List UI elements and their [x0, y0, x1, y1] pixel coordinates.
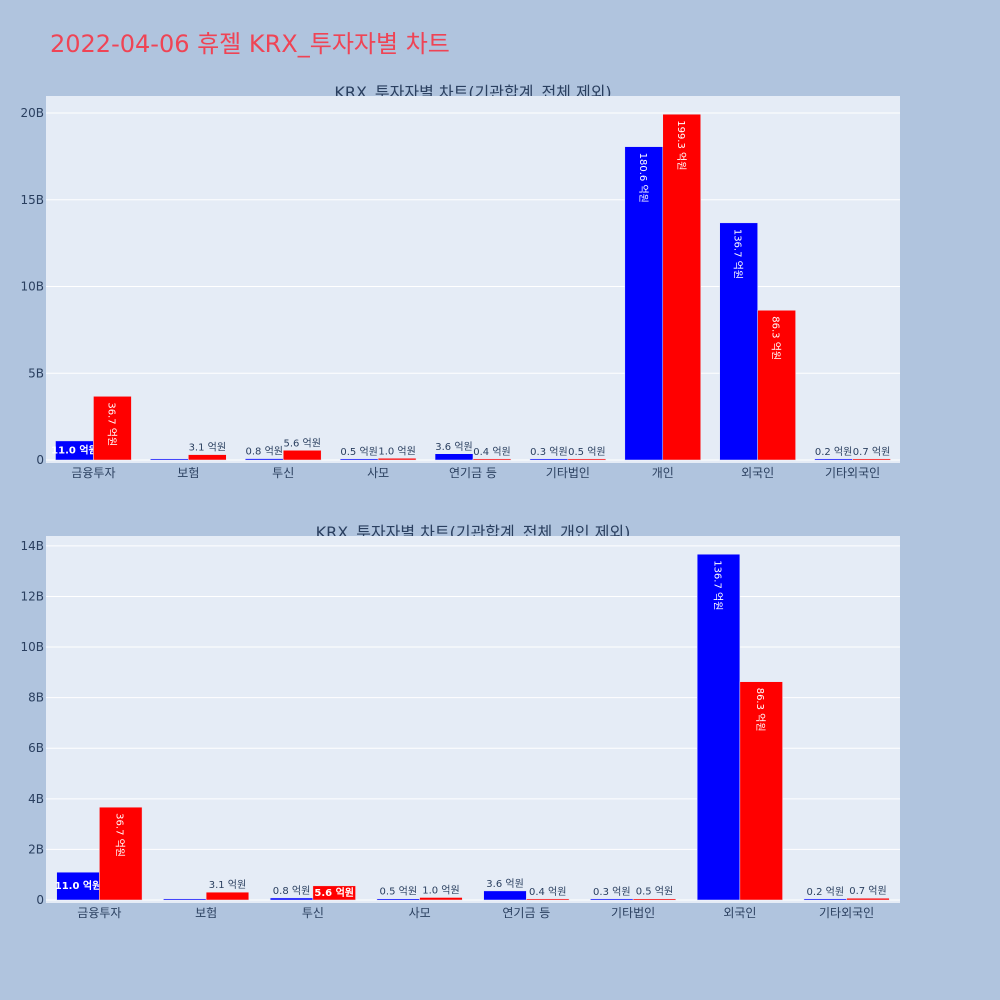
bar	[150, 458, 189, 461]
bar-label: 3.6 억원	[435, 441, 472, 453]
bar	[188, 454, 227, 461]
bar-label: 0.3 억원	[530, 446, 567, 458]
page-title: 2022-04-06 휴젤 KRX_투자자별 차트	[50, 30, 450, 58]
bar	[662, 113, 701, 461]
bar-label: 0.2 억원	[807, 886, 844, 898]
x-tick-label: 연기금 등	[449, 466, 497, 480]
bar-label: 136.7 억원	[712, 560, 724, 610]
bar-label: 86.3 억원	[770, 316, 782, 360]
bar	[852, 458, 891, 461]
bar	[99, 806, 143, 901]
y-tick-label: 14B	[20, 539, 44, 553]
bar	[472, 458, 512, 461]
bar	[757, 310, 796, 461]
y-tick-label: 10B	[20, 280, 44, 294]
bar	[56, 871, 100, 901]
bar	[483, 890, 527, 901]
x-tick-label: 기타외국인	[819, 906, 874, 920]
bar-label: 0.4 억원	[529, 886, 566, 898]
bar	[526, 898, 570, 901]
x-tick-label: 보험	[195, 906, 217, 920]
bar	[632, 898, 677, 901]
bar-label: 180.6 억원	[637, 153, 649, 203]
bar-label: 0.5 억원	[380, 886, 417, 898]
x-tick-label: 외국인	[741, 466, 774, 480]
bar	[814, 458, 853, 461]
bar	[846, 897, 890, 901]
bar-label: 0.4 억원	[473, 446, 510, 458]
bar-label: 0.7 억원	[853, 446, 890, 458]
bar-label: 3.6 억원	[486, 878, 523, 890]
bar	[269, 897, 314, 901]
bar-label: 199.3 억원	[675, 120, 687, 170]
bar-label: 3.1 억원	[209, 879, 246, 891]
bar-label: 3.1 억원	[189, 442, 226, 454]
bar	[312, 885, 356, 901]
bar-label: 1.0 억원	[378, 445, 415, 457]
bar-label: 1.0 억원	[422, 884, 459, 896]
bar	[245, 458, 284, 461]
bar	[803, 898, 847, 901]
y-tick-label: 0	[36, 893, 44, 907]
bar	[529, 458, 569, 461]
x-tick-label: 연기금 등	[502, 906, 550, 920]
y-tick-label: 4B	[28, 792, 44, 806]
bar	[163, 898, 207, 901]
x-tick-label: 투신	[302, 906, 324, 920]
bar	[376, 898, 420, 901]
bar-label: 0.8 억원	[273, 885, 310, 897]
bar-label: 0.2 억원	[815, 446, 852, 458]
bar-label: 36.7 억원	[114, 813, 126, 857]
bar-label: 0.5 억원	[636, 886, 673, 898]
bar	[377, 458, 417, 461]
x-tick-label: 사모	[409, 906, 431, 920]
bar	[567, 458, 607, 461]
bar	[696, 553, 741, 901]
x-tick-label: 기타법인	[611, 906, 655, 920]
bar	[205, 891, 250, 901]
bar	[590, 898, 634, 901]
bar	[93, 396, 132, 461]
bar	[434, 453, 474, 461]
y-tick-label: 10B	[20, 640, 44, 654]
bar	[719, 222, 758, 461]
x-tick-label: 금융투자	[71, 466, 115, 480]
y-tick-label: 2B	[28, 842, 44, 856]
y-tick-label: 12B	[20, 589, 44, 603]
y-tick-label: 15B	[20, 193, 44, 207]
y-tick-label: 0	[36, 453, 44, 467]
x-tick-label: 개인	[652, 466, 674, 480]
x-tick-label: 기타법인	[546, 466, 590, 480]
bar-label: 0.7 억원	[849, 885, 886, 897]
y-tick-label: 20B	[20, 106, 44, 120]
bar-label: 36.7 억원	[105, 402, 117, 446]
bar-label: 5.6 억원	[283, 437, 320, 449]
x-tick-label: 기타외국인	[825, 466, 880, 480]
y-tick-label: 6B	[28, 741, 44, 755]
bar-label: 0.3 억원	[593, 886, 630, 898]
bar	[739, 681, 783, 901]
bar-label: 0.5 억원	[568, 446, 605, 458]
bar-label: 5.6 억원	[314, 886, 354, 899]
y-tick-label: 5B	[28, 366, 44, 380]
bar-label: 0.8 억원	[246, 446, 283, 458]
x-tick-label: 투신	[272, 466, 294, 480]
bar-label: 86.3 억원	[754, 688, 766, 732]
bar	[624, 146, 664, 461]
bar-label: 11.0 억원	[55, 879, 102, 892]
y-tick-label: 8B	[28, 691, 44, 705]
x-tick-label: 사모	[367, 466, 389, 480]
bar	[419, 897, 463, 901]
x-tick-label: 보험	[177, 466, 199, 480]
bar-label: 136.7 억원	[732, 229, 744, 279]
x-tick-label: 금융투자	[77, 906, 121, 920]
x-tick-label: 외국인	[723, 906, 756, 920]
bar-label: 11.0 억원	[51, 443, 98, 456]
bar-label: 0.5 억원	[340, 446, 377, 458]
bar	[282, 450, 322, 461]
bar	[339, 458, 379, 461]
